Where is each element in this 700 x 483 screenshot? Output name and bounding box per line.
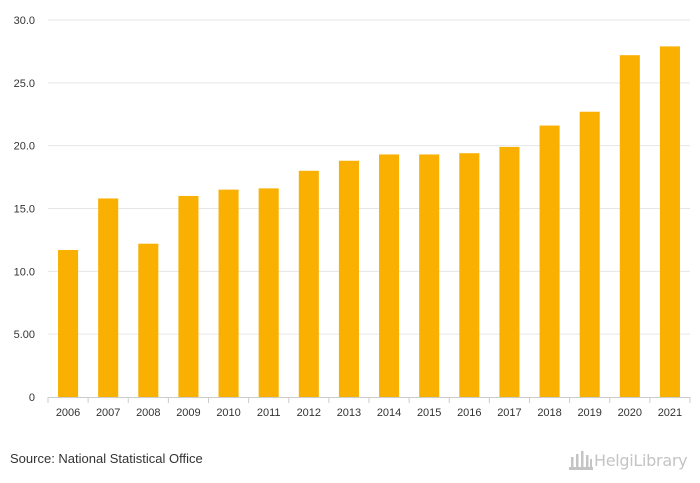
x-tick-label: 2013 <box>337 407 361 419</box>
x-tick-label: 2010 <box>216 407 240 419</box>
bar-2006[interactable] <box>58 249 79 397</box>
bars <box>58 46 680 397</box>
brand-name: HelgiLibrary <box>594 450 688 470</box>
bar-2018[interactable] <box>539 125 560 397</box>
x-tick-label: 2006 <box>56 407 80 419</box>
x-tick-label: 2015 <box>417 407 441 419</box>
bar-2015[interactable] <box>419 154 440 397</box>
y-tick-label: 15.0 <box>14 204 35 216</box>
bar-2013[interactable] <box>338 160 359 397</box>
y-axis-tick-labels: 0 5.00 10.0 15.0 20.0 25.0 30.0 <box>14 15 35 404</box>
x-tick-label: 2008 <box>136 407 160 419</box>
bar-2009[interactable] <box>178 195 199 397</box>
chart-area: 0 5.00 10.0 15.0 20.0 25.0 30.0 2006 2007 2008 20… <box>14 15 691 419</box>
bar-2010[interactable] <box>218 189 239 397</box>
bar-2017[interactable] <box>499 146 520 397</box>
bar-2007[interactable] <box>98 198 119 397</box>
brand-logo[interactable]: HelgiLibrary <box>568 446 688 474</box>
x-tick-label: 2019 <box>577 407 601 419</box>
y-tick-label: 20.0 <box>14 141 35 153</box>
x-tick-label: 2017 <box>497 407 521 419</box>
x-tick-label: 2021 <box>658 407 682 419</box>
library-building-icon <box>569 451 593 470</box>
x-tick-label: 2014 <box>377 407 401 419</box>
x-tick-label: 2016 <box>457 407 481 419</box>
x-tick-label: 2011 <box>257 407 281 419</box>
bar-2014[interactable] <box>379 154 400 397</box>
x-axis <box>47 397 691 403</box>
bar-2012[interactable] <box>298 170 319 397</box>
source-note: Source: National Statistical Office <box>10 451 203 466</box>
x-tick-label: 2020 <box>618 407 642 419</box>
x-tick-label: 2012 <box>297 407 321 419</box>
bar-2008[interactable] <box>138 243 159 397</box>
x-tick-label: 2007 <box>96 407 120 419</box>
x-axis-tick-labels: 2006 2007 2008 2009 2010 2011 2012 2013 2014 2015… <box>56 407 682 419</box>
bar-2020[interactable] <box>619 55 640 397</box>
y-tick-label: 5.00 <box>14 329 35 341</box>
bar-2011[interactable] <box>258 188 279 397</box>
y-tick-label: 10.0 <box>14 266 35 278</box>
x-tick-label: 2009 <box>176 407 200 419</box>
bar-2016[interactable] <box>459 153 480 397</box>
y-tick-label: 30.0 <box>14 15 35 27</box>
x-tick-label: 2018 <box>537 407 561 419</box>
y-tick-label: 0 <box>29 392 35 404</box>
y-tick-label: 25.0 <box>14 78 35 90</box>
bar-2019[interactable] <box>579 111 600 397</box>
bar-2021[interactable] <box>659 46 680 397</box>
